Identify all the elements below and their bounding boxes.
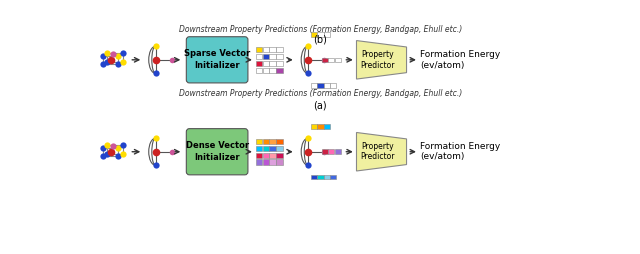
Bar	[269, 139, 276, 144]
Bar	[255, 146, 262, 151]
Bar	[276, 47, 283, 52]
Text: (b): (b)	[314, 35, 327, 45]
Text: Downstream Property Predictions (Formation Energy, Bandgap, Ehull etc.): Downstream Property Predictions (Formati…	[179, 89, 462, 99]
Bar	[255, 68, 262, 73]
Bar	[324, 83, 330, 88]
Bar	[276, 54, 283, 59]
Bar	[330, 83, 337, 88]
Bar	[317, 83, 324, 88]
Bar	[269, 146, 276, 151]
Bar	[317, 32, 324, 37]
Bar	[262, 152, 269, 158]
Text: (a): (a)	[314, 101, 327, 110]
Bar	[262, 54, 269, 59]
Bar	[330, 175, 337, 180]
Bar	[269, 54, 276, 59]
Bar	[276, 139, 283, 144]
Bar	[276, 146, 283, 151]
Bar	[328, 149, 334, 154]
Bar	[255, 152, 262, 158]
Bar	[322, 57, 328, 62]
Bar	[276, 152, 283, 158]
Bar	[328, 57, 334, 62]
Bar	[276, 61, 283, 66]
Text: Downstream Property Predictions (Formation Energy, Bandgap, Ehull etc.): Downstream Property Predictions (Formati…	[179, 25, 462, 34]
Bar	[335, 57, 340, 62]
Bar	[262, 68, 269, 73]
Bar	[324, 32, 330, 37]
FancyBboxPatch shape	[186, 129, 248, 175]
Bar	[317, 124, 324, 129]
Bar	[324, 124, 330, 129]
Bar	[262, 61, 269, 66]
Text: Sparse Vector
Initializer: Sparse Vector Initializer	[184, 50, 250, 70]
Bar	[262, 139, 269, 144]
FancyBboxPatch shape	[186, 37, 248, 83]
Bar	[262, 146, 269, 151]
Bar	[335, 149, 340, 154]
Bar	[255, 47, 262, 52]
Bar	[322, 149, 328, 154]
Bar	[324, 175, 330, 180]
Text: Formation Energy
(ev/atom): Formation Energy (ev/atom)	[420, 50, 500, 70]
Bar	[311, 32, 317, 37]
Bar	[317, 175, 324, 180]
Bar	[255, 61, 262, 66]
Polygon shape	[356, 133, 406, 171]
Bar	[255, 139, 262, 144]
Bar	[276, 160, 283, 165]
Bar	[269, 160, 276, 165]
Text: Dense Vector
Initializer: Dense Vector Initializer	[186, 141, 249, 162]
Text: Property
Predictor: Property Predictor	[360, 50, 395, 70]
Bar	[255, 54, 262, 59]
Bar	[269, 47, 276, 52]
Bar	[269, 152, 276, 158]
Polygon shape	[356, 41, 406, 79]
Bar	[311, 124, 317, 129]
Bar	[262, 160, 269, 165]
Bar	[255, 160, 262, 165]
Bar	[262, 47, 269, 52]
Text: Property
Predictor: Property Predictor	[360, 142, 395, 162]
Text: Formation Energy
(ev/atom): Formation Energy (ev/atom)	[420, 142, 500, 162]
Bar	[311, 175, 317, 180]
Bar	[276, 68, 283, 73]
Bar	[269, 68, 276, 73]
Bar	[269, 61, 276, 66]
Bar	[311, 83, 317, 88]
